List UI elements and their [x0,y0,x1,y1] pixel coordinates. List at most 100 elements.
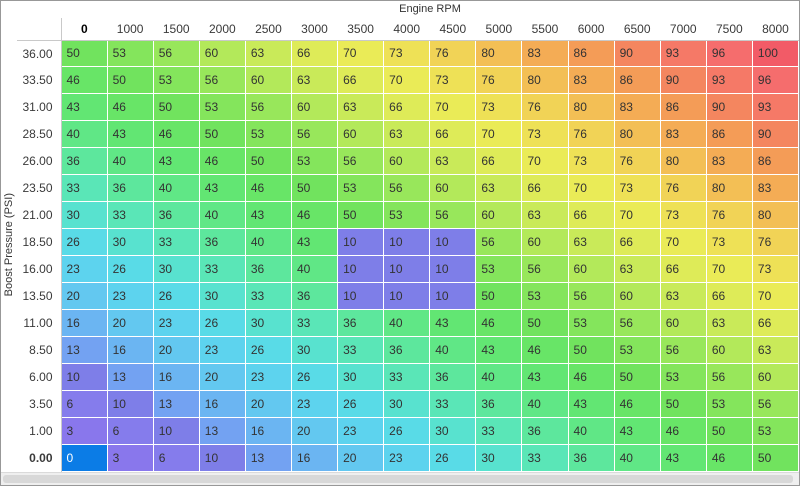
row-header-18.50[interactable]: 18.50 [17,228,62,256]
table-cell[interactable]: 43 [153,147,200,176]
table-cell[interactable]: 66 [383,93,431,122]
table-cell[interactable]: 16 [153,363,200,392]
table-cell[interactable]: 93 [752,93,799,122]
table-cell[interactable]: 83 [706,147,753,176]
table-cell[interactable]: 26 [429,444,477,472]
table-cell[interactable]: 10 [337,228,385,257]
table-cell[interactable]: 86 [706,120,753,149]
table-cell[interactable]: 70 [475,120,523,149]
table-cell[interactable]: 33 [291,309,339,338]
table-cell[interactable]: 56 [660,336,707,365]
column-header-3000[interactable]: 3000 [291,18,338,41]
table-cell[interactable]: 53 [153,66,200,95]
table-cell[interactable]: 73 [568,147,615,176]
table-cell[interactable]: 20 [337,444,385,472]
table-cell[interactable]: 86 [752,147,799,176]
table-cell[interactable]: 80 [660,147,707,176]
table-cell[interactable]: 23 [291,390,339,419]
table-cell[interactable]: 36 [107,174,154,203]
column-header-0[interactable]: 0 [61,18,108,41]
table-cell[interactable]: 80 [614,120,661,149]
table-cell[interactable]: 56 [568,282,615,311]
table-cell[interactable]: 43 [291,228,339,257]
table-cell[interactable]: 26 [291,363,339,392]
table-cell[interactable]: 36 [337,309,385,338]
scrollbar-thumb[interactable] [3,475,794,483]
table-cell[interactable]: 73 [429,66,477,95]
table-cell[interactable]: 56 [337,147,385,176]
table-cell[interactable]: 20 [245,390,292,419]
table-cell[interactable]: 73 [383,40,431,68]
table-cell[interactable]: 73 [706,228,753,257]
table-cell[interactable]: 50 [660,390,707,419]
table-cell[interactable]: 10 [337,255,385,284]
table-cell[interactable]: 60 [752,363,799,392]
table-cell[interactable]: 33 [337,336,385,365]
table-cell[interactable]: 33 [521,444,569,472]
table-cell[interactable]: 56 [614,309,661,338]
table-cell[interactable]: 30 [429,417,477,446]
table-cell[interactable]: 36 [291,282,339,311]
table-cell[interactable]: 23 [199,336,246,365]
table-cell[interactable]: 46 [61,66,108,95]
table-cell[interactable]: 10 [429,228,477,257]
table-cell[interactable]: 76 [568,120,615,149]
column-header-3500[interactable]: 3500 [337,18,384,41]
table-cell[interactable]: 70 [614,201,661,230]
table-cell[interactable]: 53 [475,255,523,284]
table-cell[interactable]: 20 [107,309,154,338]
table-cell[interactable]: 50 [706,417,753,446]
table-cell[interactable]: 43 [429,309,477,338]
table-cell[interactable]: 20 [199,363,246,392]
column-header-1000[interactable]: 1000 [107,18,154,41]
table-cell[interactable]: 76 [429,40,477,68]
table-cell[interactable]: 73 [752,255,799,284]
table-cell[interactable]: 13 [153,390,200,419]
table-cell[interactable]: 80 [475,40,523,68]
column-header-5000[interactable]: 5000 [475,18,522,41]
table-cell[interactable]: 40 [153,174,200,203]
table-cell[interactable]: 63 [429,147,477,176]
table-cell[interactable]: 46 [199,147,246,176]
table-cell[interactable]: 63 [614,255,661,284]
table-cell[interactable]: 40 [568,417,615,446]
column-header-2000[interactable]: 2000 [199,18,246,41]
table-cell[interactable]: 86 [614,66,661,95]
table-cell[interactable]: 63 [521,201,569,230]
table-cell[interactable]: 73 [475,93,523,122]
table-cell[interactable]: 66 [291,40,339,68]
table-cell[interactable]: 36 [199,228,246,257]
table-cell[interactable]: 43 [107,120,154,149]
table-cell[interactable]: 50 [521,309,569,338]
table-cell[interactable]: 63 [568,228,615,257]
table-cell[interactable]: 40 [61,120,108,149]
table-cell[interactable]: 40 [199,201,246,230]
table-cell[interactable]: 33 [61,174,108,203]
table-cell[interactable]: 16 [291,444,339,472]
table-cell[interactable]: 33 [429,390,477,419]
table-cell[interactable]: 43 [568,390,615,419]
table-cell[interactable]: 46 [568,363,615,392]
table-cell[interactable]: 33 [199,255,246,284]
table-cell[interactable]: 73 [521,120,569,149]
table-cell[interactable]: 36 [383,336,431,365]
table-cell[interactable]: 13 [107,363,154,392]
table-cell[interactable]: 66 [614,228,661,257]
table-cell[interactable]: 43 [660,444,707,472]
table-cell[interactable]: 23 [337,417,385,446]
table-cell[interactable]: 26 [383,417,431,446]
table-cell[interactable]: 36 [568,444,615,472]
row-header-13.50[interactable]: 13.50 [17,282,62,310]
table-cell[interactable]: 3 [61,417,108,446]
table-cell[interactable]: 53 [521,282,569,311]
table-cell[interactable]: 36 [245,255,292,284]
table-cell[interactable]: 60 [429,174,477,203]
table-cell[interactable]: 60 [568,255,615,284]
table-cell[interactable]: 56 [752,390,799,419]
table-cell[interactable]: 50 [245,147,292,176]
table-cell[interactable]: 60 [245,66,292,95]
table-cell[interactable]: 60 [199,40,246,68]
table-cell[interactable]: 66 [429,120,477,149]
row-header-11.00[interactable]: 11.00 [17,309,62,337]
table-cell[interactable]: 53 [614,336,661,365]
